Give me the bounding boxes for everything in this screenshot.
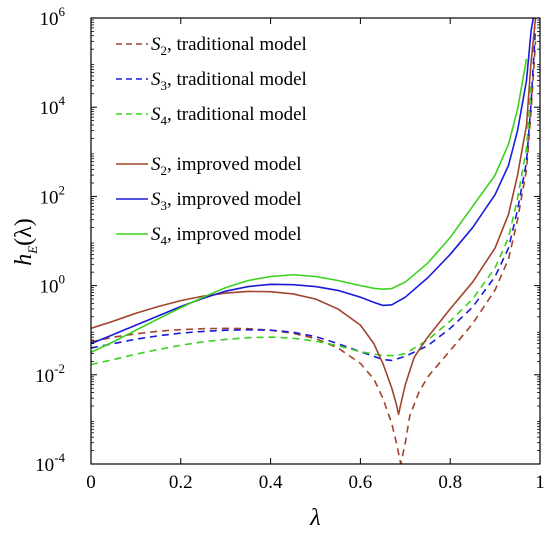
y-tick-exponent: 4	[59, 93, 66, 108]
legend-label-tail: , traditional model	[167, 104, 307, 125]
y-tick-exponent: 6	[59, 4, 66, 19]
y-tick-label: 104	[40, 93, 66, 119]
legend-label-main: S	[151, 34, 161, 55]
y-tick-label: 106	[40, 4, 66, 30]
x-tick-label: 0.2	[169, 472, 193, 493]
axes-frame	[90, 17, 541, 465]
y-tick-base: 10	[35, 455, 54, 476]
x-tick-label: 1	[535, 472, 545, 493]
y-axis-label: hE(λ)	[11, 218, 40, 266]
legend-label-tail: , traditional model	[167, 69, 307, 90]
series-line-traditional-s2	[91, 41, 537, 464]
legend-label-sub: 4	[161, 233, 168, 248]
legend-label-tail: , traditional model	[167, 34, 307, 55]
y-tick-exponent: -2	[54, 361, 65, 376]
y-tick-exponent: 2	[59, 182, 66, 197]
y-tick-label: 100	[40, 272, 66, 298]
y-tick-label: 10-2	[35, 361, 65, 387]
legend-entry: S4, traditional model	[151, 104, 307, 128]
legend-label-main: S	[151, 189, 161, 210]
legend-label-tail: , improved model	[167, 189, 302, 210]
y-tick-exponent: 0	[59, 272, 66, 287]
y-tick-base: 10	[40, 9, 59, 30]
y-tick-base: 10	[35, 366, 54, 387]
series-line-improved-s4	[91, 58, 528, 353]
legend-label-main: S	[151, 154, 161, 175]
legend-label-sub: 4	[161, 113, 168, 128]
y-axis-label-sub: E	[25, 246, 40, 255]
legend-label-sub: 2	[161, 163, 168, 178]
y-tick-base: 10	[40, 187, 59, 208]
y-axis-label-main: h	[11, 254, 37, 266]
series-group	[91, 18, 537, 464]
y-tick-label: 10-4	[35, 450, 65, 476]
legend-label-tail: , improved model	[167, 154, 302, 175]
legend-label-main: S	[151, 224, 161, 245]
x-tick-label: 0.8	[438, 472, 462, 493]
y-tick-label: 102	[40, 182, 66, 208]
legend-entry: S2, traditional model	[151, 34, 307, 58]
y-tick-base: 10	[40, 277, 59, 298]
x-tick-label: 0.6	[349, 472, 373, 493]
series-line-traditional-s3	[91, 27, 537, 362]
legend-entry: S3, traditional model	[151, 69, 307, 93]
y-tick-exponent: -4	[54, 450, 65, 465]
legend-entry: S2, improved model	[151, 154, 302, 178]
x-axis-label: λ	[309, 505, 320, 531]
y-axis-label-tail: (λ)	[11, 218, 37, 246]
series-line-traditional-s4	[91, 85, 532, 366]
legend-entry: S3, improved model	[151, 189, 302, 213]
legend-entry: S4, improved model	[151, 224, 302, 248]
legend-label-sub: 3	[161, 198, 168, 213]
legend-label-sub: 3	[161, 78, 168, 93]
x-tick-label: 0.4	[259, 472, 283, 493]
x-tick-label: 0	[86, 472, 96, 493]
series-line-improved-s2	[91, 18, 537, 416]
legend-label-main: S	[151, 69, 161, 90]
legend-label-sub: 2	[161, 43, 168, 58]
legend-label-tail: , improved model	[167, 224, 302, 245]
legend-label-main: S	[151, 104, 161, 125]
y-tick-base: 10	[40, 98, 59, 119]
